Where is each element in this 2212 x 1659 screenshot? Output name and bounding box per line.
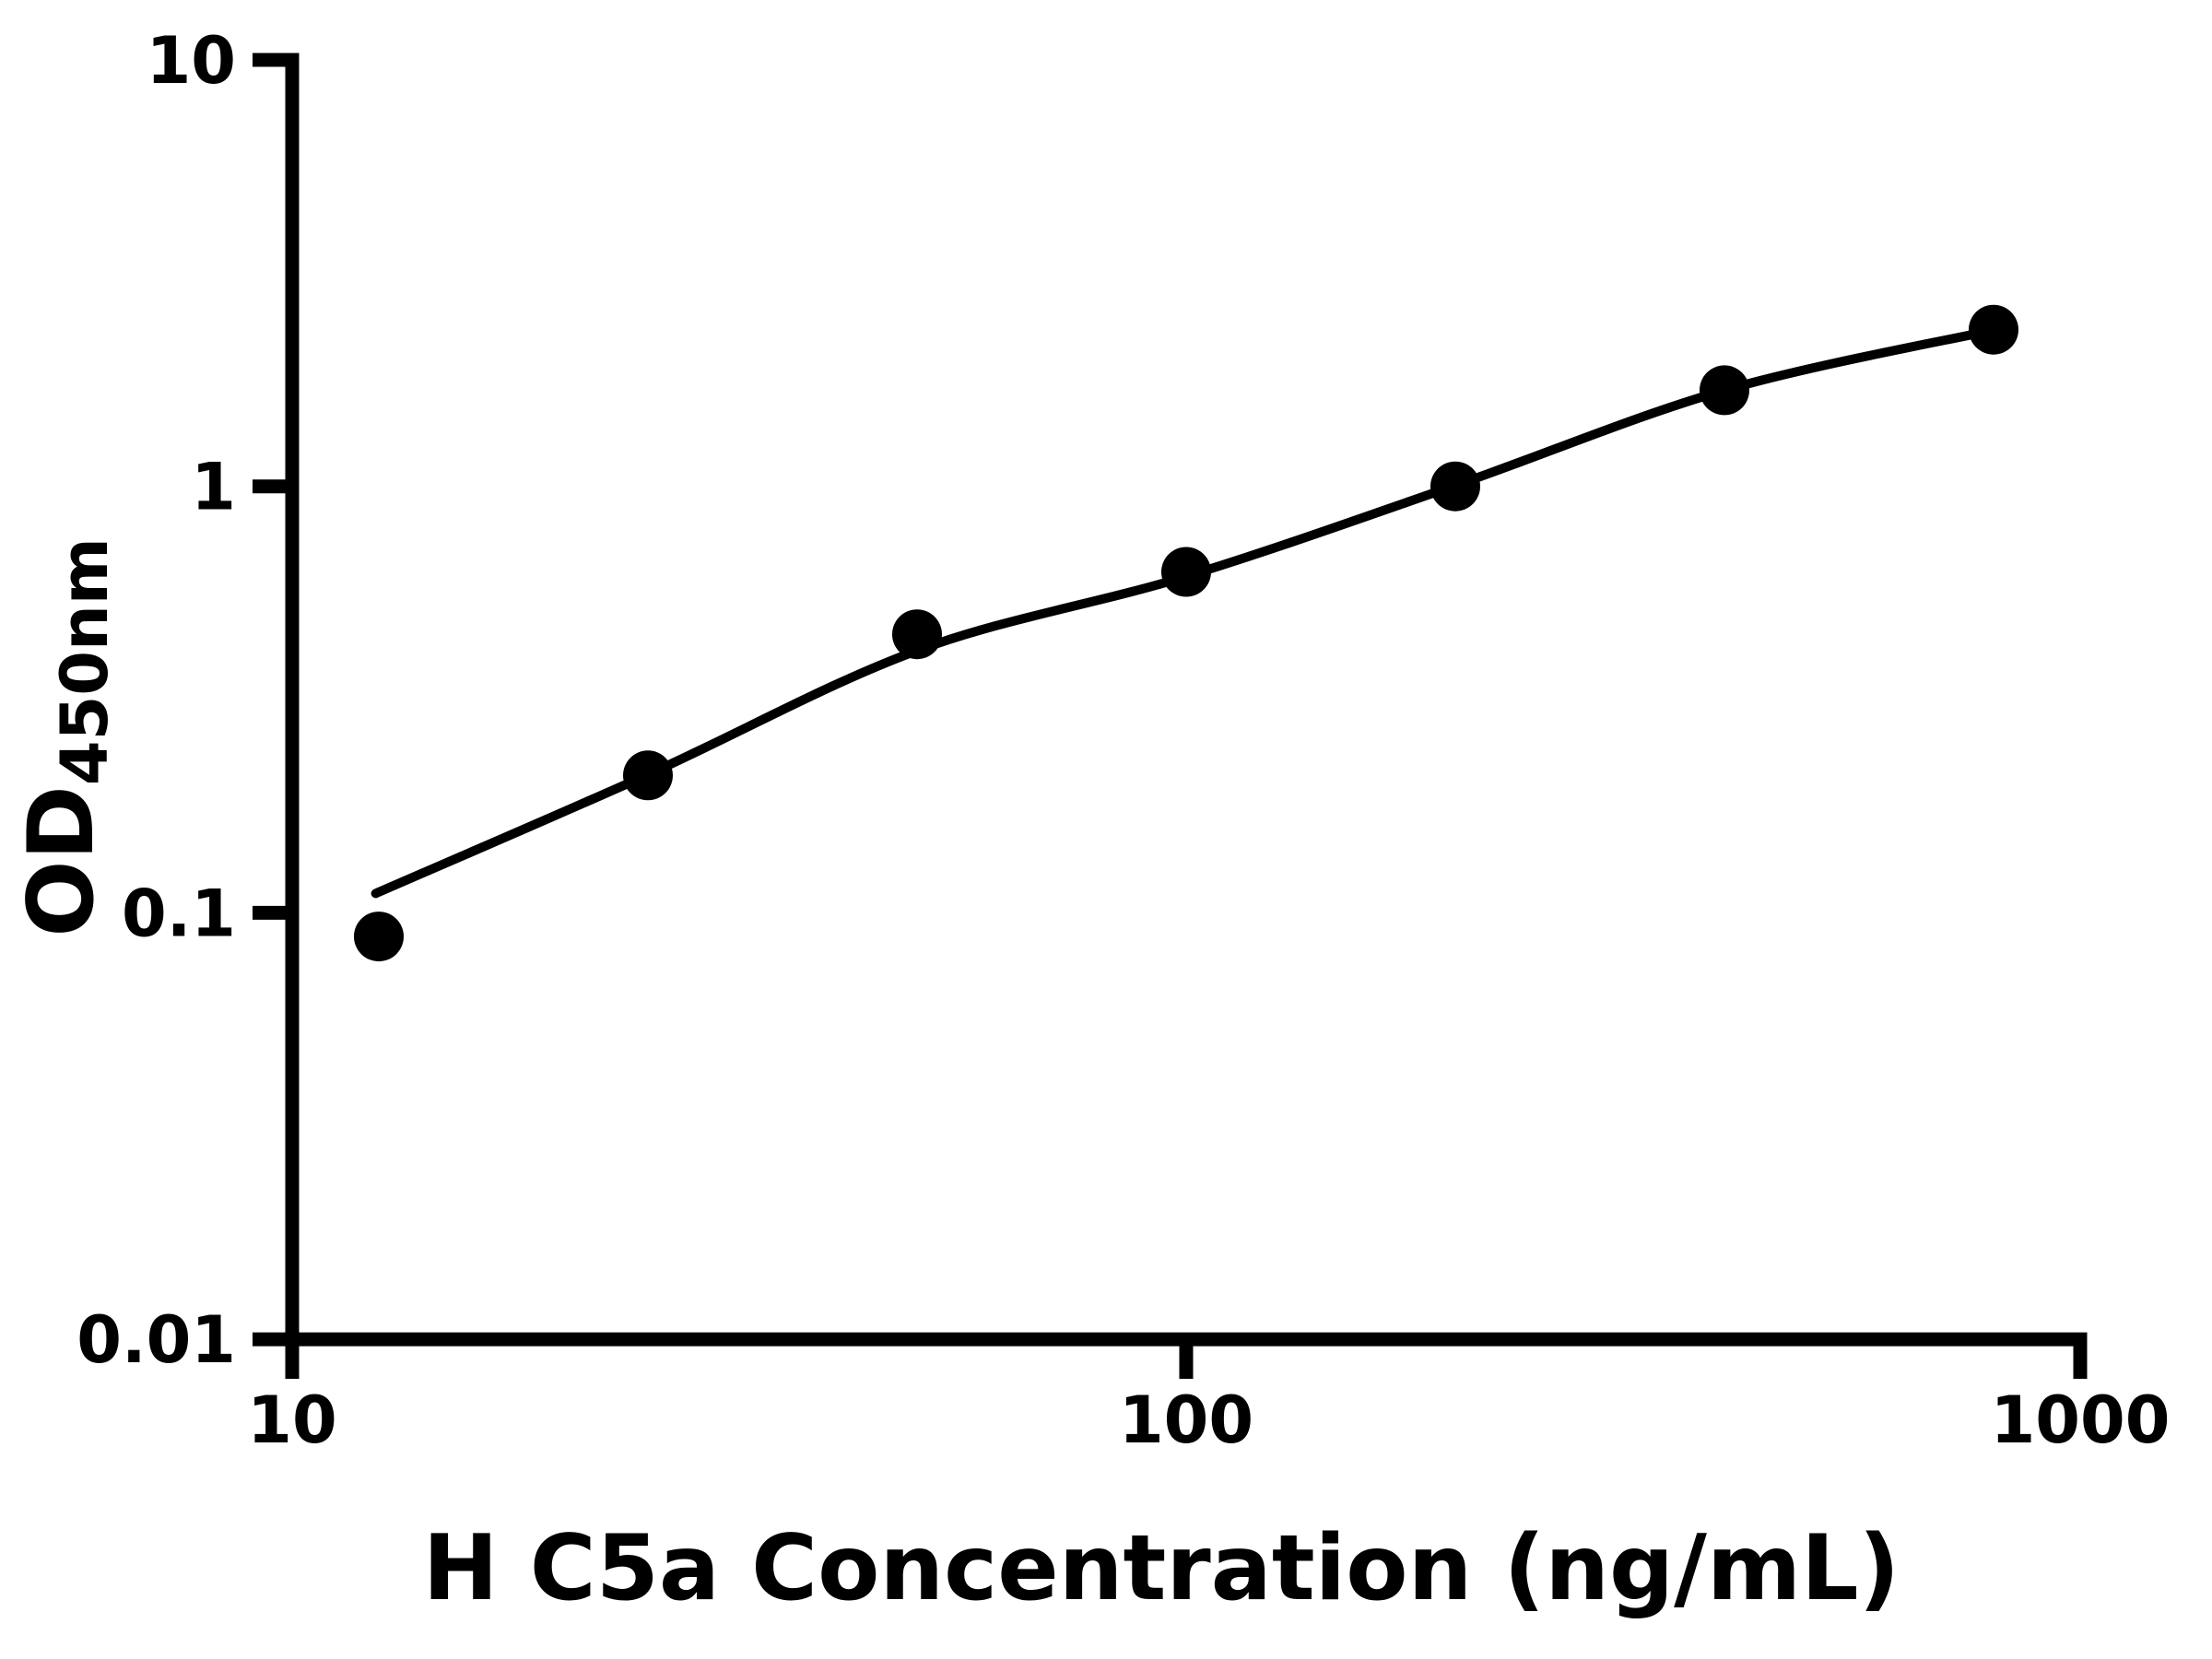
tick-marks [253,53,2088,1379]
x-tick-label-1000: 1000 [1991,1382,2171,1458]
y-axis-title-main: OD [9,785,114,937]
data-point [1969,304,2018,355]
axes [285,53,2088,1347]
y-axis-title-sub: 450nm [47,537,123,785]
x-tick-label-100: 100 [1119,1382,1253,1458]
data-point [1430,461,1480,512]
data-point [1161,547,1211,597]
data-point [892,609,942,660]
data-points [354,304,2018,962]
y-tick-label-0.01: 0.01 [76,1302,236,1378]
fit-curve-line [371,325,1998,899]
y-tick-label-10: 10 [147,23,236,99]
data-point [354,912,404,962]
y-tick-label-1: 1 [191,450,236,525]
y-tick-label-0.1: 0.1 [122,876,236,951]
x-axis-title: H C5a Concentration (ng/mL) [423,1516,1900,1621]
y-axis-title: OD450nm [9,537,123,937]
x-tick-label-10: 10 [247,1382,336,1458]
data-point [623,750,673,801]
data-point [1700,365,1749,416]
